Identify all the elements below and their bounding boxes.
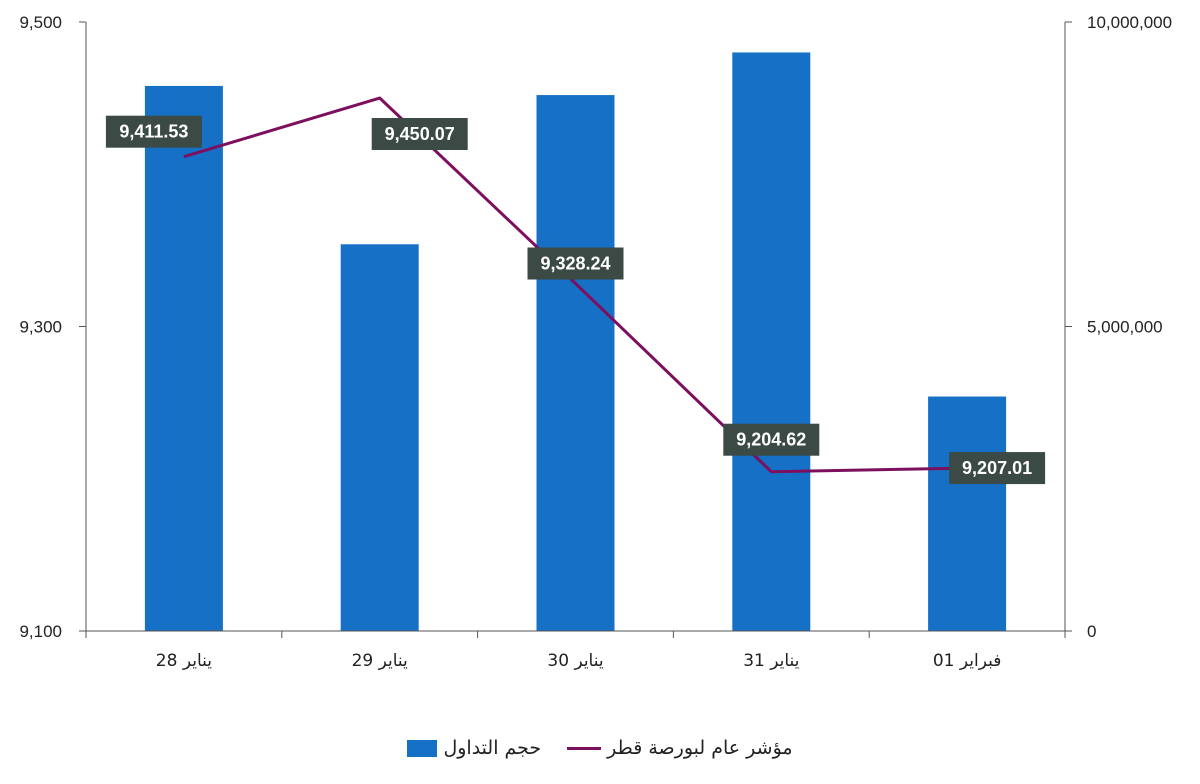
y-left-tick-label: 9,100	[19, 622, 62, 641]
volume-bar-2	[340, 244, 419, 631]
x-tick-label: 29 يناير	[352, 651, 408, 671]
data-label-box-5	[949, 452, 1046, 485]
bar-series	[144, 52, 1007, 631]
data-labels: 9,411.53 9,450.07 9,328.24 9,204.62 9,207.01	[105, 115, 1046, 485]
data-label-1: 9,411.53	[119, 122, 188, 142]
x-tick-label: 28 يناير	[156, 651, 212, 671]
data-label-4: 9,204.62	[736, 430, 806, 450]
legend-item-index: مؤشر عام لبورصة قطر	[567, 737, 793, 759]
data-label-3: 9,328.24	[540, 254, 610, 274]
data-label-5: 9,207.01	[962, 458, 1032, 478]
legend: مؤشر عام لبورصة قطر حجم التداول	[0, 728, 1200, 768]
volume-bar-3	[536, 95, 615, 631]
volume-bar-5	[928, 396, 1007, 631]
data-label-box-4	[723, 423, 820, 456]
y-right-tick-label: 0	[1087, 622, 1096, 641]
legend-label-index: مؤشر عام لبورصة قطر	[607, 737, 793, 759]
y-left-tick-label: 9,500	[19, 13, 62, 32]
volume-bar-1	[144, 85, 223, 631]
data-label-box-1	[105, 115, 202, 148]
y-right-tick-label: 5,000,000	[1087, 318, 1163, 337]
legend-label-volume: حجم التداول	[443, 737, 542, 759]
legend-line-swatch	[567, 746, 602, 750]
y-left-tick-label: 9,300	[19, 318, 62, 337]
x-tick-label: 31 يناير	[743, 651, 799, 671]
line-series	[183, 96, 968, 474]
data-label-box-2	[371, 118, 468, 151]
x-tick-label: 01 فبراير	[933, 651, 1002, 671]
legend-item-volume: حجم التداول	[407, 737, 541, 759]
volume-bar-4	[732, 52, 811, 631]
data-label-box-3	[527, 247, 624, 280]
y-right-tick-label: 10,000,000	[1087, 13, 1172, 32]
data-label-2: 9,450.07	[385, 124, 455, 144]
legend-bar-swatch	[407, 739, 438, 757]
index-line	[183, 96, 968, 474]
axes: 9,100 9,300 9,500 0 5,000,000 10,000,000 28 ين…	[19, 13, 1172, 671]
x-tick-label: 30 يناير	[547, 651, 603, 671]
